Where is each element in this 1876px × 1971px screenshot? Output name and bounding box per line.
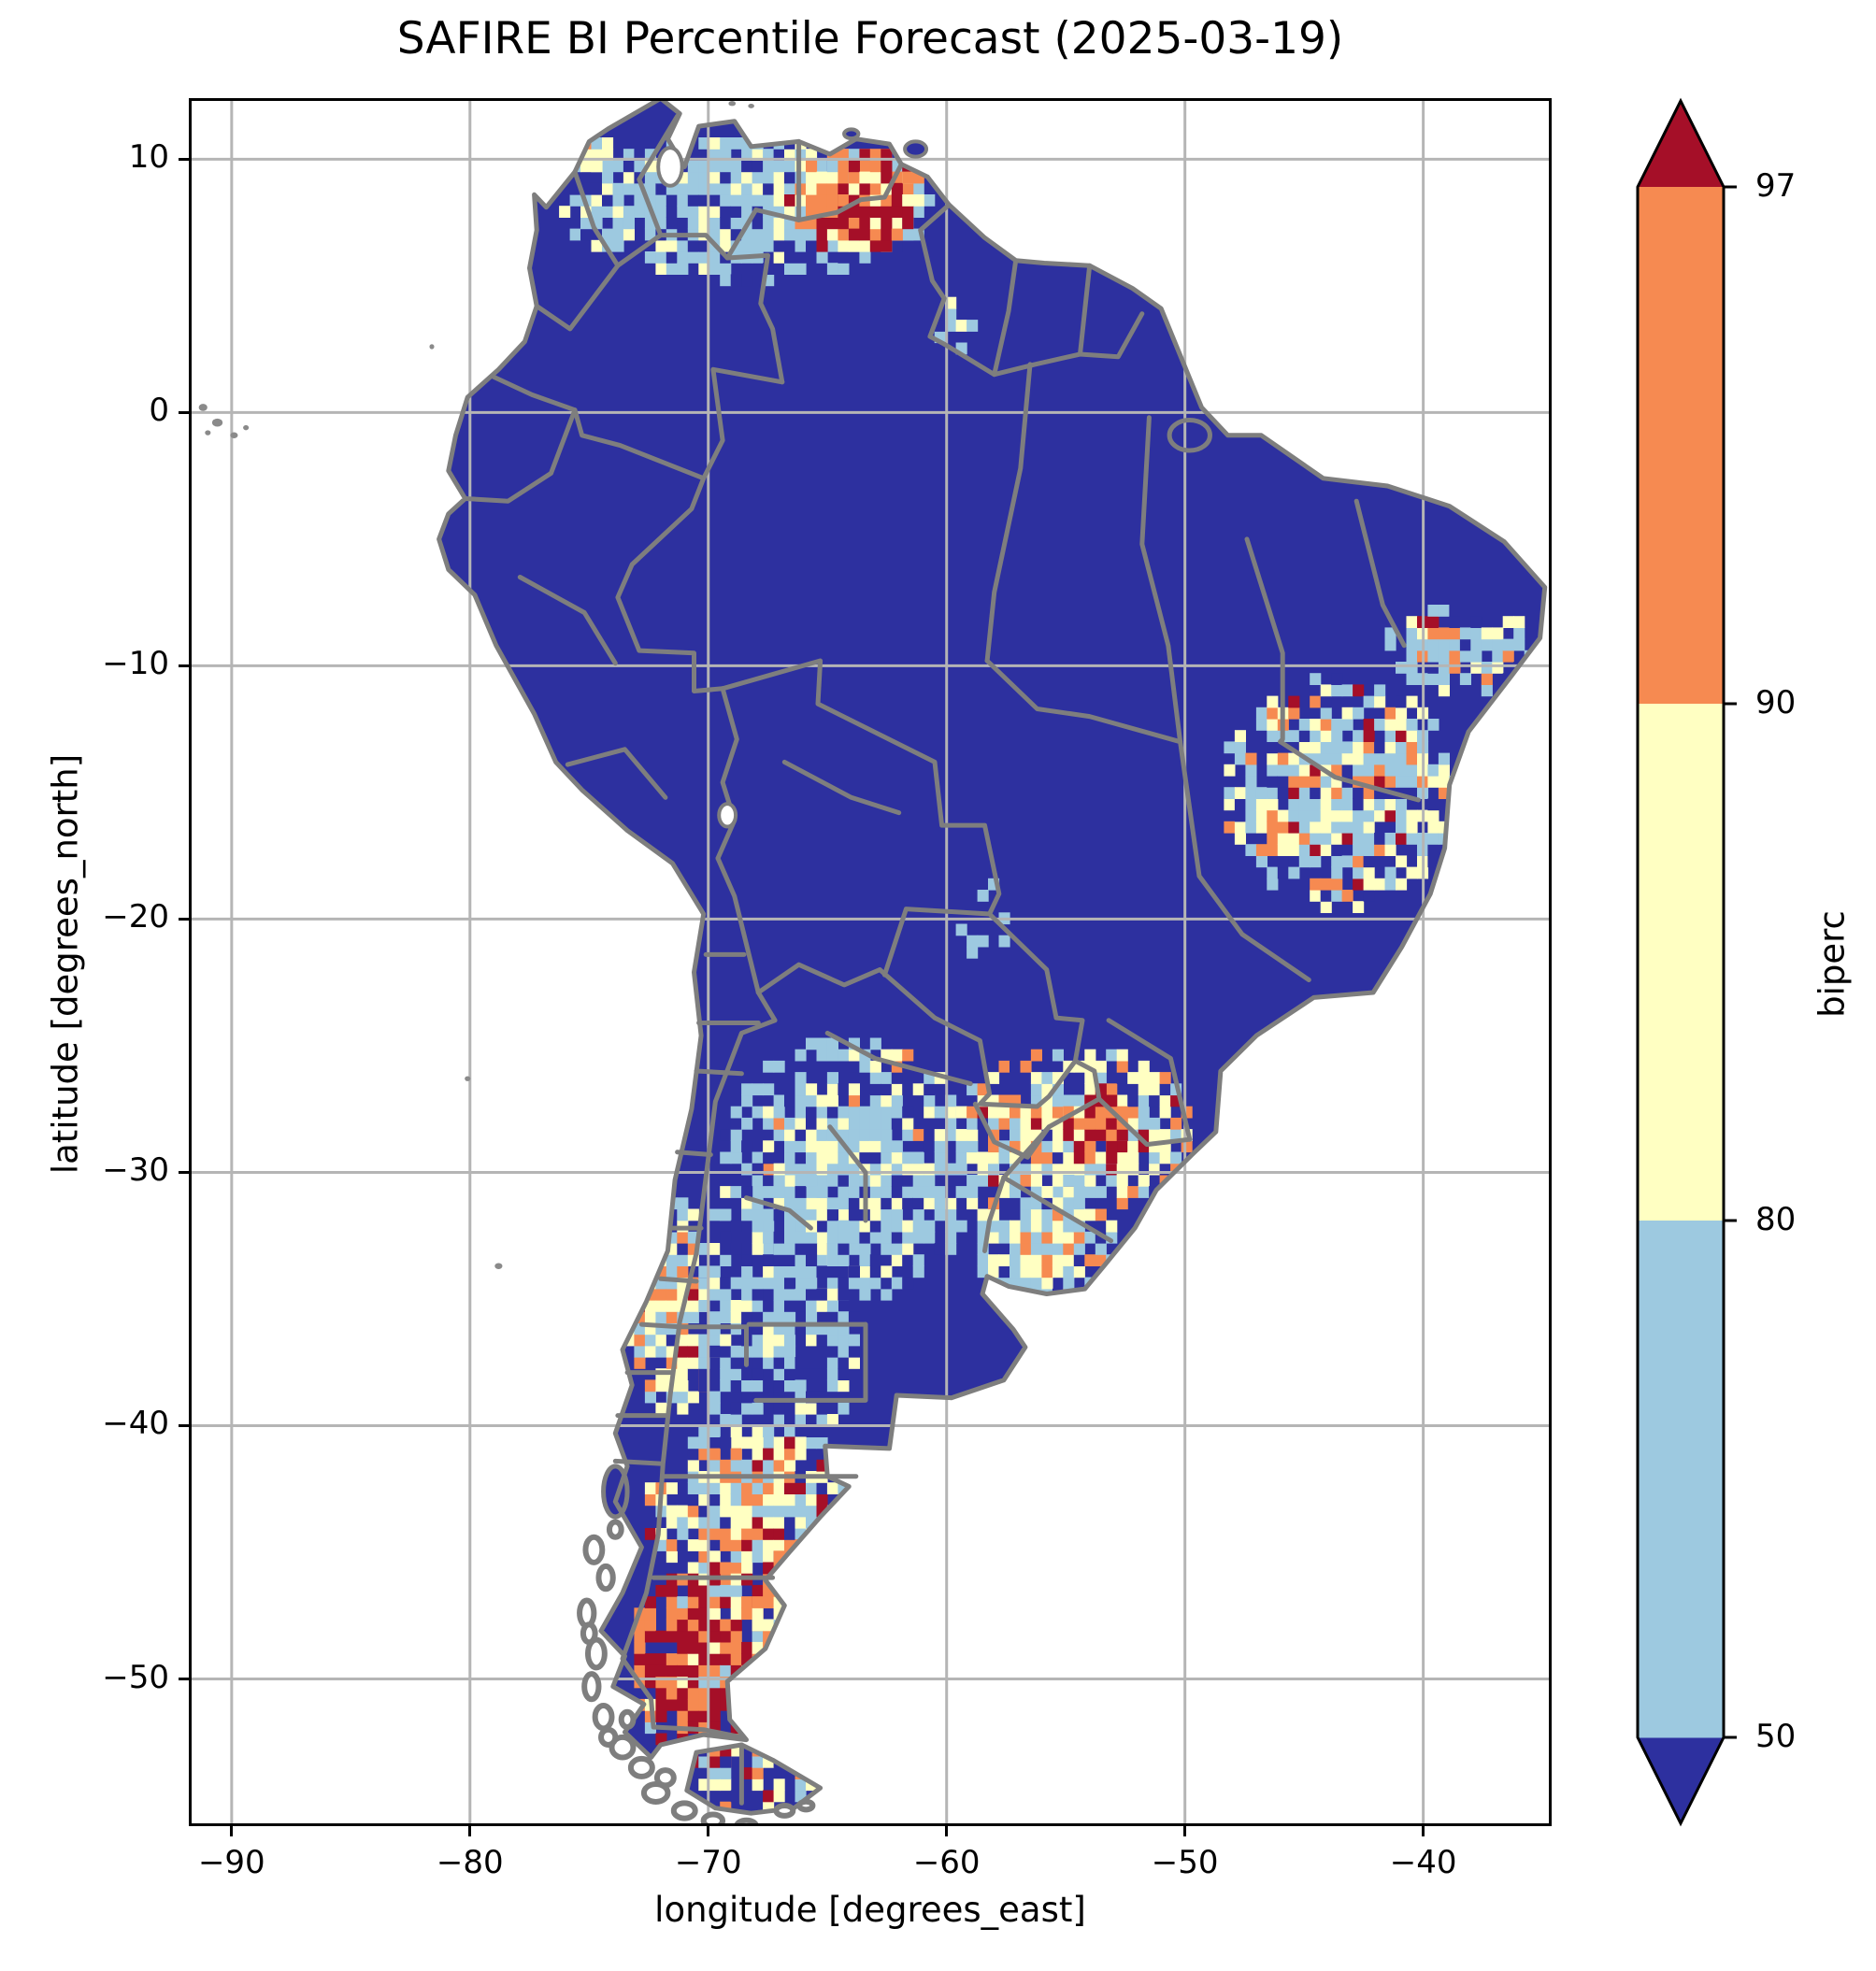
map-plot-area [189, 98, 1552, 1826]
y-tick-label: −40 [102, 1405, 169, 1443]
y-tick-label: 10 [128, 138, 169, 177]
admin-borders [439, 101, 1545, 1813]
y-tick-label: −30 [102, 1151, 169, 1190]
y-tick [179, 410, 192, 414]
lakes [658, 148, 736, 826]
colorbar-tick-label: 90 [1755, 684, 1797, 721]
y-tick-label: −50 [102, 1658, 169, 1696]
y-tick-label: −20 [102, 898, 169, 936]
x-tick-label: −40 [1389, 1844, 1457, 1881]
x-axis-label: longitude [degrees_east] [654, 1890, 1086, 1930]
y-tick [179, 1423, 192, 1427]
islets [198, 101, 926, 1823]
x-tick [1422, 1823, 1425, 1836]
land-fill [438, 101, 1545, 1814]
x-tick [468, 1823, 472, 1836]
colorbar-tick-label: 97 [1755, 167, 1797, 205]
x-tick-label: −70 [674, 1844, 742, 1881]
y-tick [179, 157, 192, 161]
y-axis-label: latitude [degrees_north] [45, 753, 86, 1175]
colorbar-label: biperc [1812, 910, 1853, 1018]
y-tick [179, 1678, 192, 1680]
y-tick-label: −10 [102, 645, 169, 683]
x-tick-label: −50 [1151, 1844, 1219, 1881]
x-tick [707, 1823, 710, 1836]
x-tick [945, 1823, 949, 1836]
y-tick [179, 1170, 192, 1174]
x-tick [1183, 1823, 1187, 1836]
x-tick-label: −90 [197, 1844, 265, 1881]
x-tick [230, 1823, 234, 1836]
colorbar [1636, 97, 1737, 1827]
south-america-map [192, 101, 1549, 1823]
y-tick [179, 917, 192, 921]
graticule [192, 101, 1549, 1823]
x-tick-label: −80 [436, 1844, 504, 1881]
y-tick-label: 0 [149, 392, 169, 430]
y-tick [179, 664, 192, 667]
plot-title: SAFIRE BI Percentile Forecast (2025-03-1… [396, 13, 1344, 64]
x-tick-label: −60 [912, 1844, 981, 1881]
colorbar-tick-label: 50 [1755, 1718, 1797, 1755]
colorbar-tick-label: 80 [1755, 1201, 1797, 1238]
